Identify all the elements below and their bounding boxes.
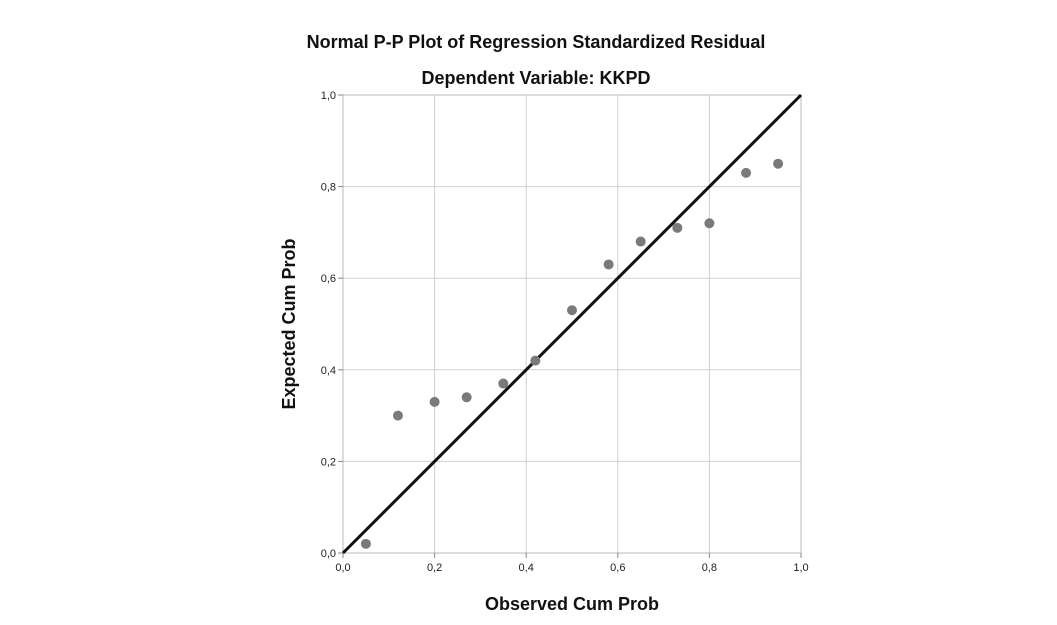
y-tick-label: 0,0 xyxy=(321,548,336,560)
x-tick-label: 0,0 xyxy=(335,562,350,574)
data-point xyxy=(741,167,752,178)
data-point xyxy=(773,158,784,169)
data-point xyxy=(360,538,371,549)
data-point xyxy=(498,378,509,389)
data-point xyxy=(672,222,683,233)
data-point xyxy=(603,259,614,270)
y-tick-label: 0,2 xyxy=(321,456,336,468)
data-point xyxy=(530,355,541,366)
x-axis-ticks: 0,0 0,2 0,4 0,6 0,8 1,0 xyxy=(335,553,809,574)
y-axis-ticks: 0,0 0,2 0,4 0,6 0,8 1,0 xyxy=(321,90,343,560)
data-point xyxy=(429,396,440,407)
y-axis-label: Expected Cum Prob xyxy=(279,238,299,409)
y-tick-label: 0,6 xyxy=(321,273,336,285)
y-tick-label: 1,0 xyxy=(321,90,336,102)
data-point xyxy=(567,305,577,316)
plot-frame xyxy=(342,94,802,554)
data-point xyxy=(704,218,715,229)
x-axis-label: Observed Cum Prob xyxy=(485,594,659,614)
data-point xyxy=(392,410,403,421)
y-tick-label: 0,8 xyxy=(321,182,336,194)
data-points xyxy=(360,158,784,549)
grid xyxy=(343,95,801,553)
x-tick-label: 0,4 xyxy=(519,562,534,574)
x-tick-label: 1,0 xyxy=(793,562,808,574)
chart-title: Normal P-P Plot of Regression Standardiz… xyxy=(307,32,766,52)
x-tick-label: 0,2 xyxy=(427,562,442,574)
x-tick-label: 0,6 xyxy=(610,562,625,574)
data-point xyxy=(461,392,472,403)
data-point xyxy=(635,236,646,247)
x-tick-label: 0,8 xyxy=(702,562,717,574)
y-tick-label: 0,4 xyxy=(321,365,336,377)
chart-subtitle: Dependent Variable: KKPD xyxy=(421,68,650,88)
reference-line xyxy=(341,93,803,555)
